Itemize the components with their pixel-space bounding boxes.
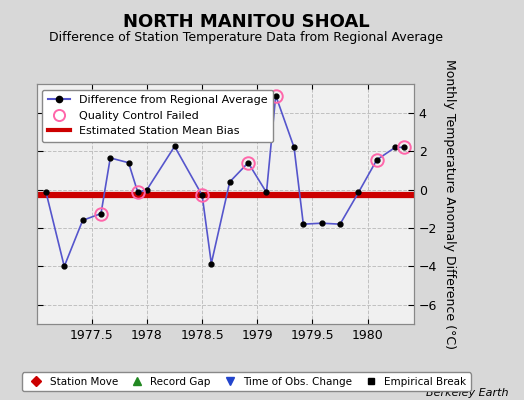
Text: Difference of Station Temperature Data from Regional Average: Difference of Station Temperature Data f… — [49, 32, 443, 44]
Legend: Difference from Regional Average, Quality Control Failed, Estimated Station Mean: Difference from Regional Average, Qualit… — [42, 90, 273, 142]
Y-axis label: Monthly Temperature Anomaly Difference (°C): Monthly Temperature Anomaly Difference (… — [443, 59, 456, 349]
Text: Berkeley Earth: Berkeley Earth — [426, 388, 508, 398]
Text: NORTH MANITOU SHOAL: NORTH MANITOU SHOAL — [123, 13, 369, 31]
Legend: Station Move, Record Gap, Time of Obs. Change, Empirical Break: Station Move, Record Gap, Time of Obs. C… — [22, 372, 471, 391]
